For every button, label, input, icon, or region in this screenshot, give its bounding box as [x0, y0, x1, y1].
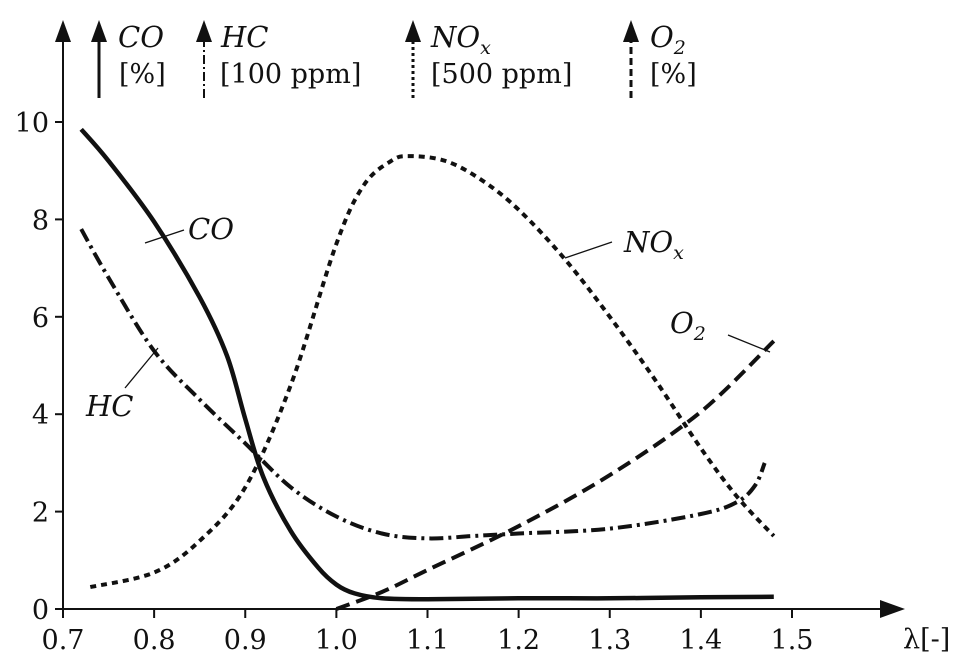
axes [55, 20, 905, 618]
legend-nox-name: NOx [430, 20, 491, 59]
legend-o2-unit: [%] [650, 59, 697, 90]
curve-labels: CO HC NOx O2 [85, 212, 771, 423]
legend-co-name: CO [118, 20, 164, 54]
legend-o2-name: O2 [650, 20, 686, 59]
co-label-leader [144, 229, 185, 244]
x-tick-label: 0.9 [224, 625, 267, 656]
nox-curve-label: NOx [623, 225, 684, 264]
x-tick-label: 1.2 [497, 625, 540, 656]
x-tick-label: 1.0 [315, 625, 358, 656]
series-o2-line [335, 339, 776, 611]
legend-co-unit: [%] [119, 59, 166, 90]
x-tick-label: 1.4 [679, 625, 722, 656]
hc-label-leader [124, 347, 159, 389]
y-tick-label: 4 [32, 400, 49, 431]
series-co-line [79, 127, 774, 602]
legend-item-o2: O2 [%] [623, 20, 697, 98]
y-tick-label: 6 [32, 303, 49, 334]
x-axis-label: λ[-] [903, 624, 950, 655]
series-group [79, 127, 776, 611]
co-curve-label: CO [188, 212, 234, 246]
legend-nox-unit: [500 ppm] [431, 59, 572, 90]
legend: CO [%] HC [100 ppm] NOx [500 ppm] O2 [%] [91, 20, 697, 98]
x-tick-label: 0.7 [42, 625, 85, 656]
hc-curve-label: HC [85, 389, 133, 423]
legend-item-nox: NOx [500 ppm] [405, 20, 572, 98]
series-hc-line [79, 228, 767, 541]
nox-label-leader [564, 241, 613, 259]
x-tick-label: 1.1 [406, 625, 449, 656]
series-nox-line [89, 154, 776, 590]
legend-hc-name: HC [220, 20, 268, 54]
legend-nox-arrow-icon [405, 20, 421, 42]
x-axis-arrow-icon [880, 600, 905, 618]
x-tick-label: 0.8 [133, 625, 176, 656]
x-tick-label: 1.3 [588, 625, 631, 656]
y-tick-label: 8 [32, 205, 49, 236]
x-tick-label: 1.5 [771, 625, 814, 656]
legend-co-arrow-icon [91, 20, 107, 42]
y-tick-label: 10 [15, 108, 49, 139]
y-ticks: 0 2 4 6 8 10 [15, 108, 63, 626]
legend-hc-arrow-icon [196, 20, 212, 42]
x-ticks: 0.7 0.8 0.9 1.0 1.1 1.2 1.3 1.4 1.5 [42, 609, 814, 656]
o2-label-leader [727, 334, 771, 353]
y-tick-label: 2 [32, 498, 49, 529]
legend-item-hc: HC [100 ppm] [196, 20, 361, 98]
y-axis-arrow-icon [55, 20, 71, 42]
legend-item-co: CO [%] [91, 20, 166, 98]
o2-curve-label: O2 [670, 306, 706, 345]
legend-o2-arrow-icon [623, 20, 639, 42]
legend-hc-unit: [100 ppm] [220, 59, 361, 90]
y-tick-label: 0 [32, 595, 49, 626]
